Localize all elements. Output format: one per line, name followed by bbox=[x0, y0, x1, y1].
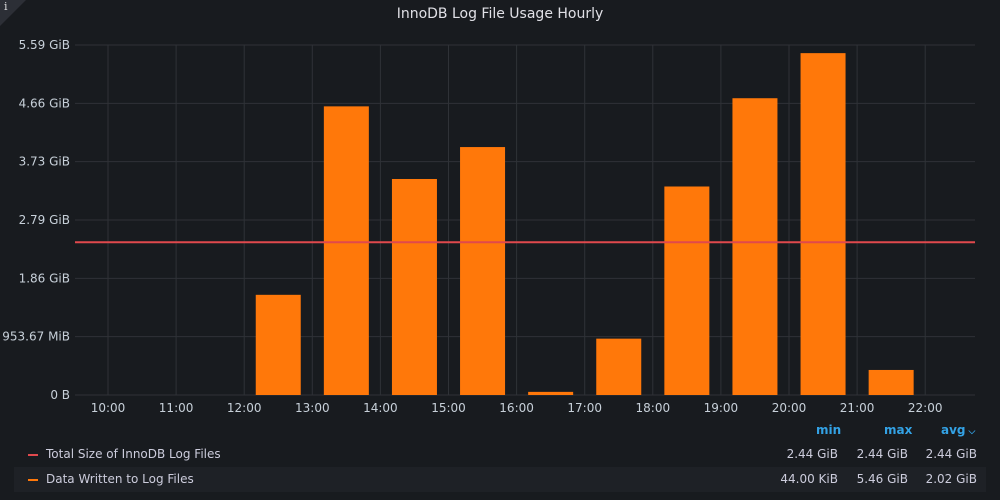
x-tick-label: 19:00 bbox=[704, 401, 739, 415]
legend-max-value: 2.44 GiB bbox=[856, 447, 908, 461]
x-tick-label: 15:00 bbox=[431, 401, 466, 415]
x-tick-label: 17:00 bbox=[567, 401, 602, 415]
y-tick-label: 5.59 GiB bbox=[19, 38, 70, 52]
y-tick-label: 3.73 GiB bbox=[19, 155, 70, 169]
x-tick-label: 22:00 bbox=[908, 401, 943, 415]
legend-row-total-size[interactable]: Total Size of InnoDB Log Files 2.44 GiB … bbox=[14, 442, 986, 467]
chevron-down-icon: ⌵ bbox=[968, 427, 976, 437]
bar bbox=[800, 53, 846, 396]
series-color-swatch[interactable] bbox=[28, 454, 38, 456]
y-tick-label: 0 B bbox=[50, 388, 70, 402]
x-tick-label: 18:00 bbox=[636, 401, 671, 415]
bar bbox=[664, 186, 710, 395]
legend-min-value: 44.00 KiB bbox=[780, 472, 838, 486]
x-tick-label: 12:00 bbox=[227, 401, 262, 415]
bar-chart: 0 B 953.67 MiB 1.86 GiB 2.79 GiB 3.73 GiB 4.6… bbox=[2, 38, 975, 415]
bar bbox=[460, 147, 506, 395]
legend-table: min max avg ⌵ Total Size of InnoDB Log Fi… bbox=[14, 418, 986, 492]
y-tick-label: 2.79 GiB bbox=[19, 213, 70, 227]
legend-header: min max avg ⌵ bbox=[14, 418, 986, 442]
legend-avg-value: 2.44 GiB bbox=[925, 447, 977, 461]
y-tick-label: 953.67 MiB bbox=[2, 330, 70, 344]
bar bbox=[255, 294, 301, 395]
legend-avg-value: 2.02 GiB bbox=[925, 472, 977, 486]
bar-series bbox=[255, 53, 914, 396]
bar bbox=[391, 178, 437, 395]
legend-header-max[interactable]: max bbox=[884, 423, 913, 437]
info-icon[interactable]: i bbox=[4, 0, 8, 13]
grid-lines bbox=[75, 44, 975, 396]
bar bbox=[323, 106, 369, 396]
panel-info-corner[interactable] bbox=[0, 0, 26, 26]
bar bbox=[528, 391, 574, 395]
bar bbox=[868, 369, 914, 395]
x-tick-label: 14:00 bbox=[363, 401, 398, 415]
x-tick-label: 11:00 bbox=[159, 401, 194, 415]
x-axis: 10:00 11:00 12:00 13:00 14:00 15:00 16:00 17:00… bbox=[91, 401, 943, 415]
legend-min-value: 2.44 GiB bbox=[786, 447, 838, 461]
bar bbox=[732, 98, 778, 396]
legend-series-name[interactable]: Total Size of InnoDB Log Files bbox=[46, 447, 221, 461]
bar bbox=[596, 338, 642, 395]
legend-header-avg[interactable]: avg ⌵ bbox=[941, 423, 976, 437]
x-tick-label: 13:00 bbox=[295, 401, 330, 415]
x-tick-label: 16:00 bbox=[499, 401, 534, 415]
x-tick-label: 21:00 bbox=[840, 401, 875, 415]
y-tick-label: 1.86 GiB bbox=[19, 271, 70, 285]
legend-series-name[interactable]: Data Written to Log Files bbox=[46, 472, 194, 486]
legend-max-value: 5.46 GiB bbox=[856, 472, 908, 486]
legend-row-data-written[interactable]: Data Written to Log Files 44.00 KiB 5.46… bbox=[14, 467, 986, 492]
y-tick-label: 4.66 GiB bbox=[19, 96, 70, 110]
x-tick-label: 20:00 bbox=[772, 401, 807, 415]
series-color-swatch[interactable] bbox=[28, 479, 38, 481]
panel-title[interactable]: InnoDB Log File Usage Hourly bbox=[396, 6, 604, 22]
legend-header-min[interactable]: min bbox=[816, 423, 842, 437]
y-axis: 0 B 953.67 MiB 1.86 GiB 2.79 GiB 3.73 GiB 4.6… bbox=[2, 38, 70, 402]
x-tick-label: 10:00 bbox=[91, 401, 126, 415]
